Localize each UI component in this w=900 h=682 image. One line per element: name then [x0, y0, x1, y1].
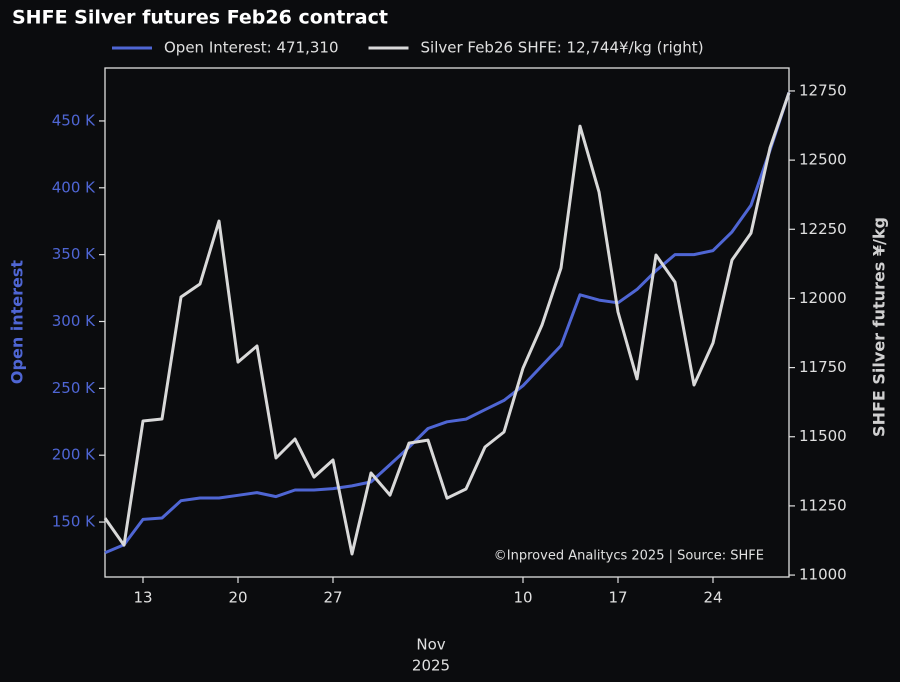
y2-tick-label: 12500 — [799, 151, 847, 169]
y-tick-label: 300 K — [52, 312, 96, 330]
x-tick-label: 27 — [323, 589, 342, 607]
y2-axis-label: SHFE Silver futures ¥/kg — [870, 217, 889, 437]
y-tick-label: 450 K — [52, 111, 96, 129]
x-tick-label: 24 — [703, 589, 722, 607]
legend-label: Open Interest: 471,310 — [164, 39, 339, 57]
x-tick-label: 20 — [228, 589, 247, 607]
y2-tick-label: 11500 — [799, 427, 847, 445]
y2-tick-label: 12750 — [799, 81, 847, 99]
y-tick-label: 150 K — [52, 513, 96, 531]
y2-tick-label: 12000 — [799, 289, 847, 307]
legend-label: Silver Feb26 SHFE: 12,744¥/kg (right) — [421, 39, 704, 57]
series-line — [104, 92, 791, 555]
y-tick-label: 400 K — [52, 178, 96, 196]
y-tick-label: 250 K — [52, 379, 96, 397]
chart-title: SHFE Silver futures Feb26 contract — [12, 7, 388, 29]
y2-tick-label: 11000 — [799, 566, 847, 584]
x-offset-label: Nov — [416, 636, 445, 654]
plot-frame — [104, 67, 790, 578]
series-line — [103, 92, 791, 556]
x-tick-label: 13 — [133, 589, 152, 607]
y-tick-label: 200 K — [52, 446, 96, 464]
y2-tick-label: 11250 — [799, 496, 847, 514]
annotation: ©Inproved Analitycs 2025 | Source: SHFE — [494, 549, 764, 564]
y-axis-label: Open interest — [8, 260, 27, 385]
y2-tick-label: 12250 — [799, 220, 847, 238]
x-tick-label: 17 — [608, 589, 627, 607]
x-tick-label: 10 — [513, 589, 532, 607]
x-offset-label: 2025 — [412, 657, 450, 675]
y2-tick-label: 11750 — [799, 358, 847, 376]
y-tick-label: 350 K — [52, 245, 96, 263]
